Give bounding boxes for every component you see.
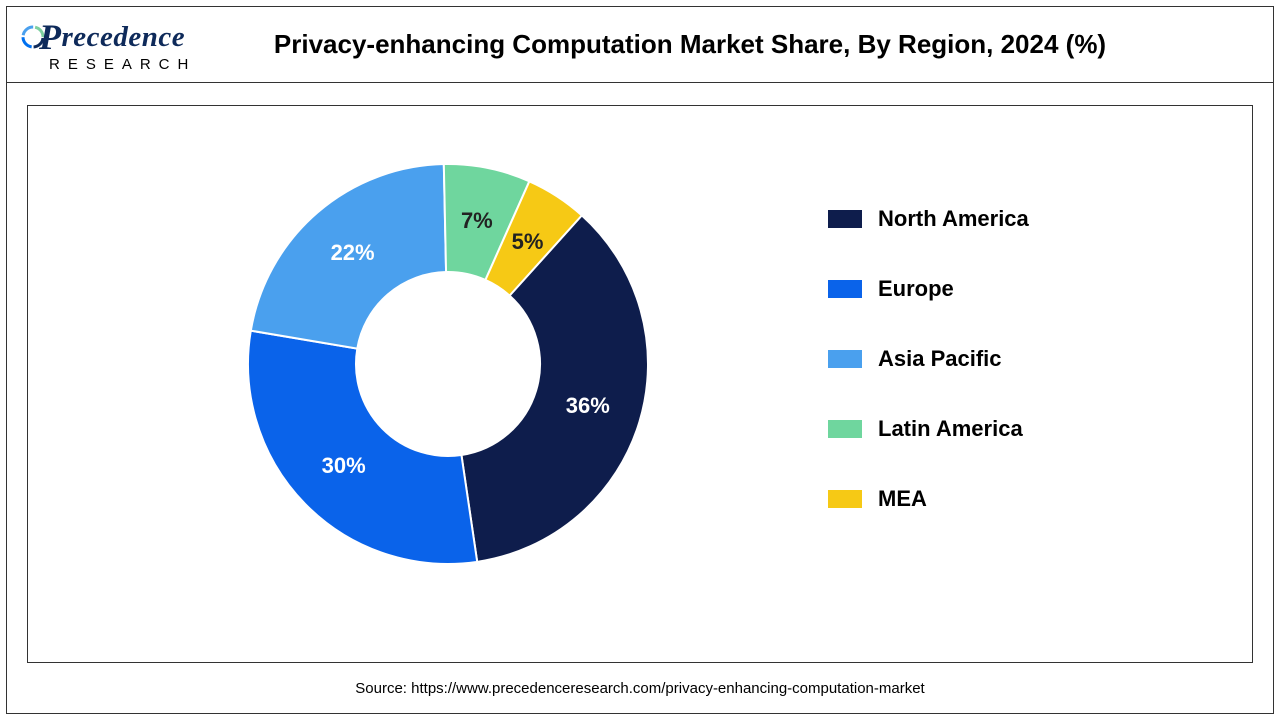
legend-item: North America xyxy=(828,206,1029,232)
logo-top-text: recedence xyxy=(62,21,186,54)
chart-title: Privacy-enhancing Computation Market Sha… xyxy=(221,29,1259,60)
logo-bottom-text: RESEARCH xyxy=(49,56,221,73)
slice-label: 30% xyxy=(322,453,366,479)
source-text: Source: https://www.precedenceresearch.c… xyxy=(7,680,1273,697)
legend-label: North America xyxy=(878,206,1029,232)
legend-label: Europe xyxy=(878,276,954,302)
legend-item: Asia Pacific xyxy=(828,346,1029,372)
outer-frame: Precedence RESEARCH Privacy-enhancing Co… xyxy=(6,6,1274,714)
donut-slice xyxy=(248,331,477,564)
slice-label: 7% xyxy=(461,208,493,234)
legend-label: MEA xyxy=(878,486,927,512)
legend-label: Asia Pacific xyxy=(878,346,1002,372)
slice-label: 36% xyxy=(566,393,610,419)
chart-body: 36% 30% 22% 7% 5% North America Europe Asia Pa… xyxy=(27,105,1253,663)
legend-item: Europe xyxy=(828,276,1029,302)
legend-swatch xyxy=(828,210,862,228)
slice-label: 5% xyxy=(512,229,544,255)
slice-label: 22% xyxy=(331,240,375,266)
legend-swatch xyxy=(828,490,862,508)
legend-item: MEA xyxy=(828,486,1029,512)
legend-item: Latin America xyxy=(828,416,1029,442)
legend-label: Latin America xyxy=(878,416,1023,442)
legend-swatch xyxy=(828,280,862,298)
header-row: Precedence RESEARCH Privacy-enhancing Co… xyxy=(7,7,1273,83)
legend-swatch xyxy=(828,350,862,368)
brand-logo: Precedence RESEARCH xyxy=(21,16,221,73)
donut-chart: 36% 30% 22% 7% 5% xyxy=(238,154,658,574)
legend-swatch xyxy=(828,420,862,438)
legend: North America Europe Asia Pacific Latin Ame… xyxy=(828,206,1029,512)
